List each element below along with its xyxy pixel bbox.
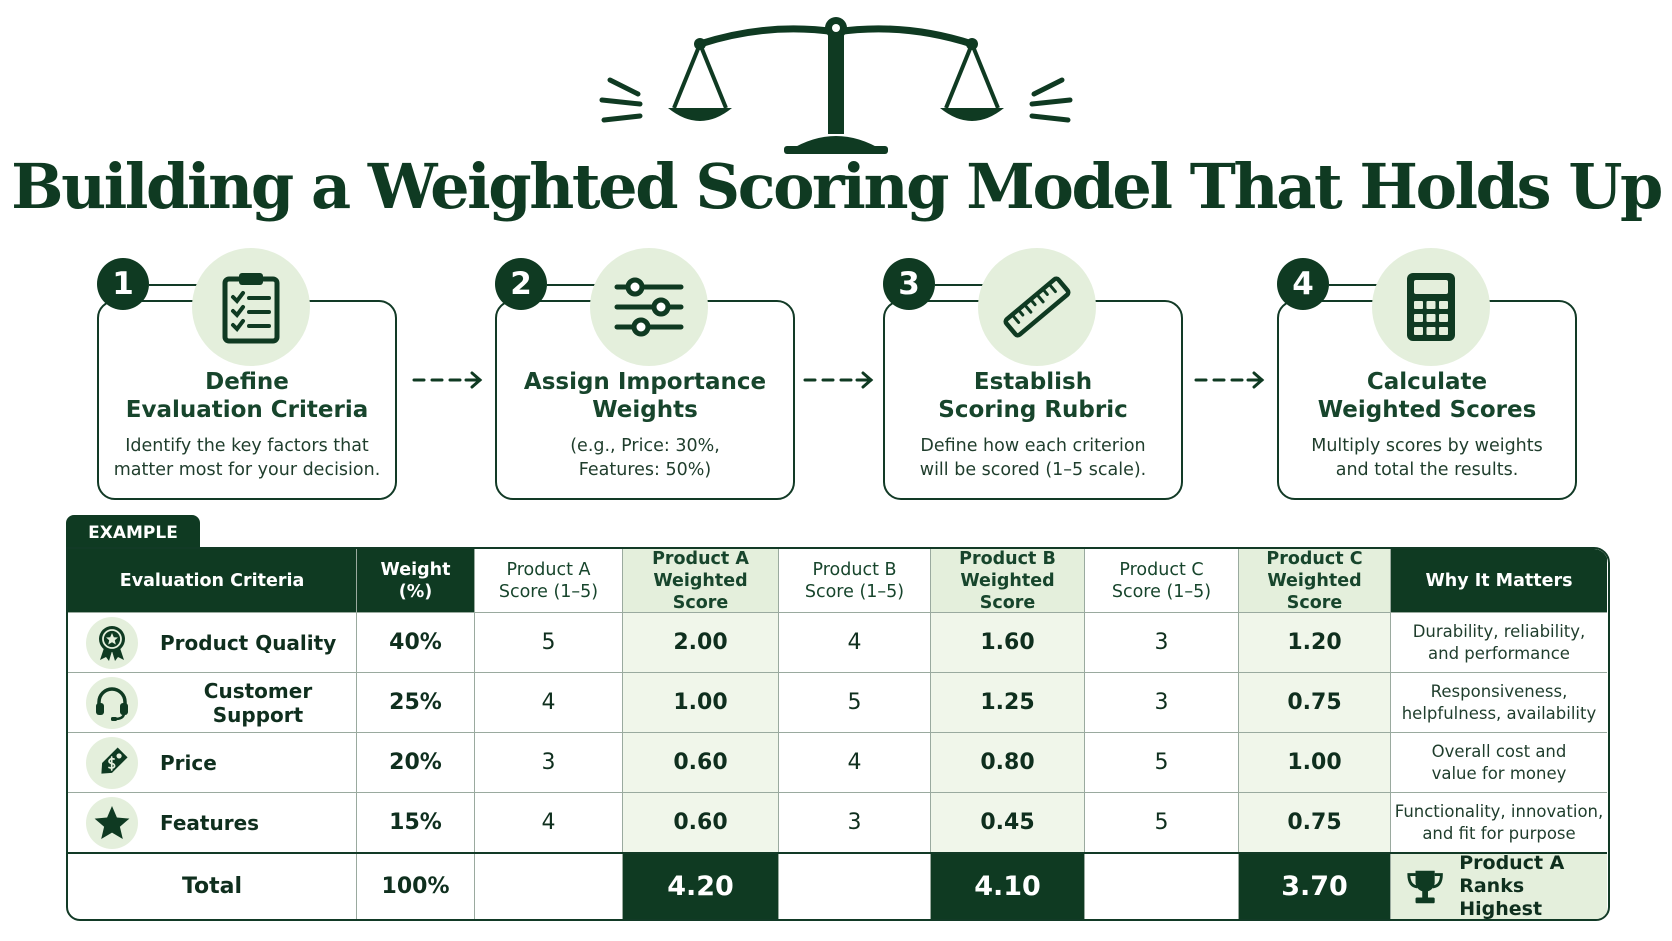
header-c-score: Product C Score (1–5) bbox=[1085, 549, 1239, 612]
a-score-cell: 5 bbox=[475, 613, 623, 672]
weight-cell: 20% bbox=[357, 733, 475, 792]
scoring-table: Evaluation Criteria Weight (%) Product A… bbox=[66, 547, 1610, 921]
emphasis-lines-right-icon bbox=[1029, 77, 1073, 123]
a-weighted-cell: 2.00 bbox=[623, 613, 779, 672]
c-score-cell: 3 bbox=[1085, 673, 1239, 732]
b-score-cell: 4 bbox=[779, 613, 931, 672]
header-criteria: Evaluation Criteria bbox=[68, 549, 357, 612]
step-4-number: 4 bbox=[1277, 258, 1329, 310]
b-weighted-cell: 1.60 bbox=[931, 613, 1085, 672]
criterion-label: Features bbox=[160, 810, 260, 835]
step-2-number: 2 bbox=[495, 258, 547, 310]
step-1-description: Identify the key factors that matter mos… bbox=[113, 436, 381, 480]
c-score-cell: 5 bbox=[1085, 793, 1239, 852]
step-3-number: 3 bbox=[883, 258, 935, 310]
a-weighted-cell: 0.60 bbox=[623, 733, 779, 792]
step-3-title: Establish Scoring Rubric bbox=[938, 369, 1128, 423]
weight-cell: 15% bbox=[357, 793, 475, 852]
price-tag-icon bbox=[101, 746, 128, 774]
calculator-icon bbox=[1407, 273, 1455, 341]
ruler-icon bbox=[1003, 276, 1071, 338]
header-a-score: Product A Score (1–5) bbox=[475, 549, 623, 612]
b-score-cell: 4 bbox=[779, 733, 931, 792]
c-weighted-cell: 0.75 bbox=[1239, 673, 1391, 732]
winner-text: Product A Ranks Highest bbox=[1459, 852, 1565, 920]
c-weighted-cell: 0.75 bbox=[1239, 793, 1391, 852]
step-4-title: Calculate Weighted Scores bbox=[1317, 369, 1537, 423]
header-a-weighted: Product A Weighted Score bbox=[623, 549, 779, 613]
b-weighted-cell: 0.45 bbox=[931, 793, 1085, 852]
total-c-score-empty bbox=[1085, 854, 1239, 919]
c-score-cell: 5 bbox=[1085, 733, 1239, 792]
step-1-title: Define Evaluation Criteria bbox=[125, 369, 369, 423]
emphasis-lines-left-icon bbox=[599, 77, 643, 123]
a-weighted-cell: 1.00 bbox=[623, 673, 779, 732]
table-total-row: Total 100% 4.20 4.10 3.70 Product A Rank… bbox=[68, 852, 1607, 919]
table-row: Product Quality 40% 5 2.00 4 1.60 3 1.20… bbox=[68, 612, 1607, 672]
total-a-score-empty bbox=[475, 854, 623, 919]
total-weight: 100% bbox=[357, 854, 475, 919]
step-1-number: 1 bbox=[97, 258, 149, 310]
scale-icon bbox=[668, 17, 1004, 154]
why-cell: Responsiveness, helpfulness, availabilit… bbox=[1401, 681, 1597, 723]
weight-cell: 25% bbox=[357, 673, 475, 732]
headset-icon bbox=[96, 686, 128, 721]
step-4-description: Multiply scores by weights and total the… bbox=[1311, 436, 1543, 480]
b-weighted-cell: 0.80 bbox=[931, 733, 1085, 792]
arrow-right-icon bbox=[1194, 371, 1265, 389]
why-cell: Overall cost and value for money bbox=[1431, 741, 1567, 783]
total-b-score-empty bbox=[779, 854, 931, 919]
step-2-description: (e.g., Price: 30%, Features: 50%) bbox=[570, 436, 720, 480]
award-ribbon-icon bbox=[99, 625, 125, 661]
header-b-score: Product B Score (1–5) bbox=[779, 549, 931, 612]
total-b-weighted: 4.10 bbox=[931, 854, 1085, 919]
total-c-weighted: 3.70 bbox=[1239, 854, 1391, 919]
b-score-cell: 5 bbox=[779, 673, 931, 732]
c-score-cell: 3 bbox=[1085, 613, 1239, 672]
step-1-card: 1 Define Evaluation Criteria Identify th… bbox=[97, 248, 397, 500]
table-row: Features 15% 4 0.60 3 0.45 5 0.75 Functi… bbox=[68, 792, 1607, 852]
step-2-card: 2 Assign Importance Weights (e.g., Price… bbox=[495, 248, 795, 500]
step-3-card: 3 Establish Scoring Rubric Define how ea… bbox=[883, 248, 1183, 500]
a-score-cell: 4 bbox=[475, 793, 623, 852]
table-header-row: Evaluation Criteria Weight (%) Product A… bbox=[68, 549, 1607, 613]
why-cell: Durability, reliability, and performance bbox=[1412, 621, 1586, 663]
table-row: Customer Support 25% 4 1.00 5 1.25 3 0.7… bbox=[68, 672, 1607, 732]
arrow-right-icon bbox=[412, 371, 483, 389]
c-weighted-cell: 1.20 bbox=[1239, 613, 1391, 672]
criterion-label: Price bbox=[160, 750, 217, 775]
step-2-title: Assign Importance Weights bbox=[523, 369, 767, 423]
a-score-cell: 4 bbox=[475, 673, 623, 732]
b-weighted-cell: 1.25 bbox=[931, 673, 1085, 732]
example-tab: EXAMPLE bbox=[66, 515, 200, 551]
star-icon bbox=[94, 805, 130, 839]
total-label: Total bbox=[68, 854, 357, 919]
table-row: Price 20% 3 0.60 4 0.80 5 1.00 Overall c… bbox=[68, 732, 1607, 792]
header-c-weighted: Product C Weighted Score bbox=[1239, 549, 1391, 613]
header-weight: Weight (%) bbox=[357, 549, 475, 612]
criterion-label: Product Quality bbox=[160, 630, 337, 655]
step-4-card: 4 Calculate Weighted Scores Multiply sco… bbox=[1277, 248, 1577, 500]
b-score-cell: 3 bbox=[779, 793, 931, 852]
header-b-weighted: Product B Weighted Score bbox=[931, 549, 1085, 613]
a-score-cell: 3 bbox=[475, 733, 623, 792]
c-weighted-cell: 1.00 bbox=[1239, 733, 1391, 792]
trophy-icon bbox=[1407, 870, 1443, 903]
arrow-right-icon bbox=[803, 371, 874, 389]
page-title: Building a Weighted Scoring Model That H… bbox=[11, 150, 1663, 223]
total-a-weighted: 4.20 bbox=[623, 854, 779, 919]
criterion-label: Customer Support bbox=[203, 678, 313, 727]
why-cell: Functionality, innovation, and fit for p… bbox=[1394, 801, 1604, 843]
weight-cell: 40% bbox=[357, 613, 475, 672]
clipboard-checklist-icon bbox=[222, 273, 280, 344]
a-weighted-cell: 0.60 bbox=[623, 793, 779, 852]
sliders-icon bbox=[614, 277, 684, 337]
header-why: Why It Matters bbox=[1391, 549, 1607, 612]
step-3-description: Define how each criterion will be scored… bbox=[919, 436, 1147, 480]
winner-callout: Product A Ranks Highest bbox=[1391, 852, 1607, 920]
